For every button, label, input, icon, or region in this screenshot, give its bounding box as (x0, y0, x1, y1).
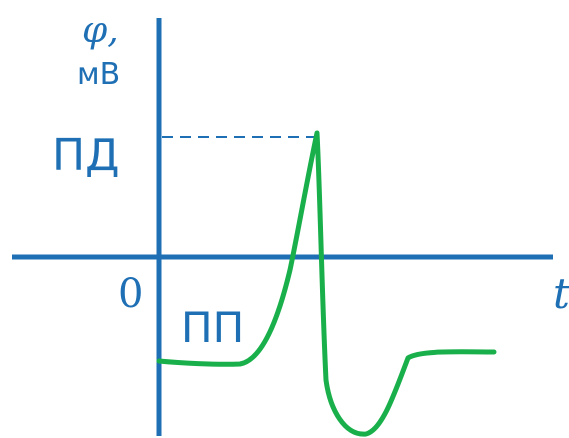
resting-potential-label: ПП (181, 303, 244, 352)
peak-label: ПД (52, 130, 119, 181)
action-potential-curve (156, 130, 497, 437)
y-axis-unit: мВ (77, 57, 120, 92)
x-axis-symbol: t (553, 269, 569, 318)
origin-label: 0 (118, 271, 143, 317)
y-axis-symbol: φ, (82, 10, 119, 51)
